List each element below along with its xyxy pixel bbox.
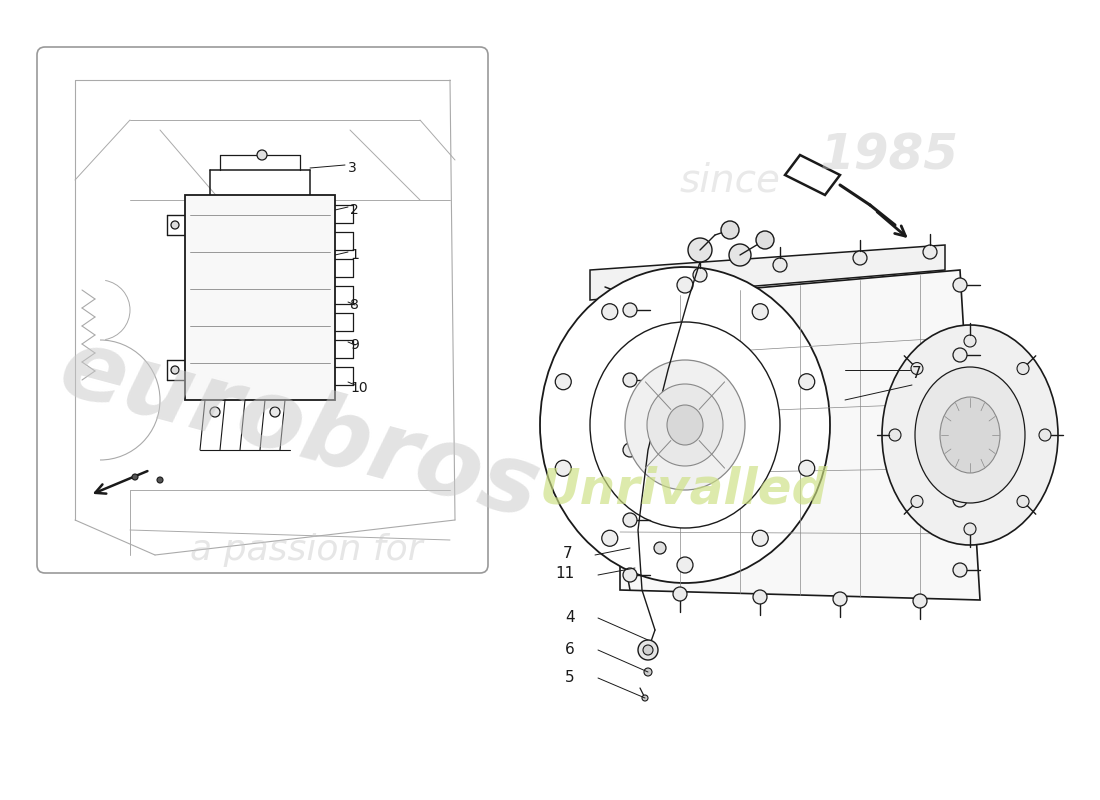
Text: 10: 10: [350, 381, 367, 395]
Circle shape: [773, 258, 786, 272]
Circle shape: [270, 407, 280, 417]
Polygon shape: [620, 270, 980, 600]
Circle shape: [953, 493, 967, 507]
Circle shape: [623, 568, 637, 582]
Circle shape: [852, 251, 867, 265]
Polygon shape: [785, 155, 840, 195]
Circle shape: [602, 304, 618, 320]
Circle shape: [911, 362, 923, 374]
Text: a passion for: a passion for: [190, 533, 422, 567]
Circle shape: [157, 477, 163, 483]
Circle shape: [644, 645, 653, 655]
Text: 1985: 1985: [820, 131, 959, 179]
Circle shape: [799, 460, 815, 476]
Text: Unrivalled: Unrivalled: [540, 466, 828, 514]
Ellipse shape: [882, 325, 1058, 545]
Circle shape: [688, 238, 712, 262]
Circle shape: [210, 407, 220, 417]
Text: 8: 8: [350, 298, 359, 312]
Text: 5: 5: [565, 670, 575, 686]
Circle shape: [556, 460, 571, 476]
Circle shape: [913, 594, 927, 608]
Circle shape: [964, 335, 976, 347]
Ellipse shape: [590, 322, 780, 528]
Circle shape: [953, 563, 967, 577]
Circle shape: [923, 245, 937, 259]
FancyBboxPatch shape: [185, 195, 336, 400]
Circle shape: [729, 244, 751, 266]
Circle shape: [644, 668, 652, 676]
Text: 7: 7: [562, 546, 572, 561]
Circle shape: [673, 587, 688, 601]
Ellipse shape: [540, 267, 830, 583]
Text: 11: 11: [556, 566, 575, 581]
Circle shape: [556, 374, 571, 390]
Circle shape: [1018, 495, 1028, 507]
Circle shape: [623, 513, 637, 527]
Circle shape: [953, 348, 967, 362]
Circle shape: [799, 374, 815, 390]
Circle shape: [170, 366, 179, 374]
Text: 7: 7: [912, 366, 922, 381]
Circle shape: [889, 429, 901, 441]
Ellipse shape: [625, 360, 745, 490]
Circle shape: [132, 474, 138, 480]
Circle shape: [676, 557, 693, 573]
Circle shape: [693, 268, 707, 282]
Circle shape: [654, 542, 666, 554]
Polygon shape: [590, 245, 945, 300]
Circle shape: [602, 530, 618, 546]
Circle shape: [953, 278, 967, 292]
Circle shape: [756, 231, 774, 249]
Text: 1: 1: [350, 248, 359, 262]
Text: eurobros: eurobros: [50, 322, 550, 538]
Text: 3: 3: [348, 161, 356, 175]
Circle shape: [1040, 429, 1050, 441]
Circle shape: [623, 443, 637, 457]
Text: 4: 4: [565, 610, 575, 625]
Text: 2: 2: [350, 203, 359, 217]
Ellipse shape: [667, 405, 703, 445]
Circle shape: [638, 640, 658, 660]
Circle shape: [642, 695, 648, 701]
Circle shape: [623, 373, 637, 387]
Circle shape: [964, 523, 976, 535]
Circle shape: [833, 592, 847, 606]
Circle shape: [752, 530, 768, 546]
Circle shape: [623, 303, 637, 317]
Circle shape: [720, 221, 739, 239]
FancyBboxPatch shape: [37, 47, 488, 573]
Circle shape: [911, 495, 923, 507]
Ellipse shape: [940, 397, 1000, 473]
Ellipse shape: [647, 384, 723, 466]
Text: since: since: [680, 161, 781, 199]
Circle shape: [676, 277, 693, 293]
Circle shape: [754, 590, 767, 604]
Circle shape: [1018, 362, 1028, 374]
Text: 6: 6: [565, 642, 575, 658]
Circle shape: [953, 423, 967, 437]
Ellipse shape: [915, 367, 1025, 503]
Text: 9: 9: [350, 338, 359, 352]
Circle shape: [257, 150, 267, 160]
Circle shape: [170, 221, 179, 229]
Circle shape: [752, 304, 768, 320]
